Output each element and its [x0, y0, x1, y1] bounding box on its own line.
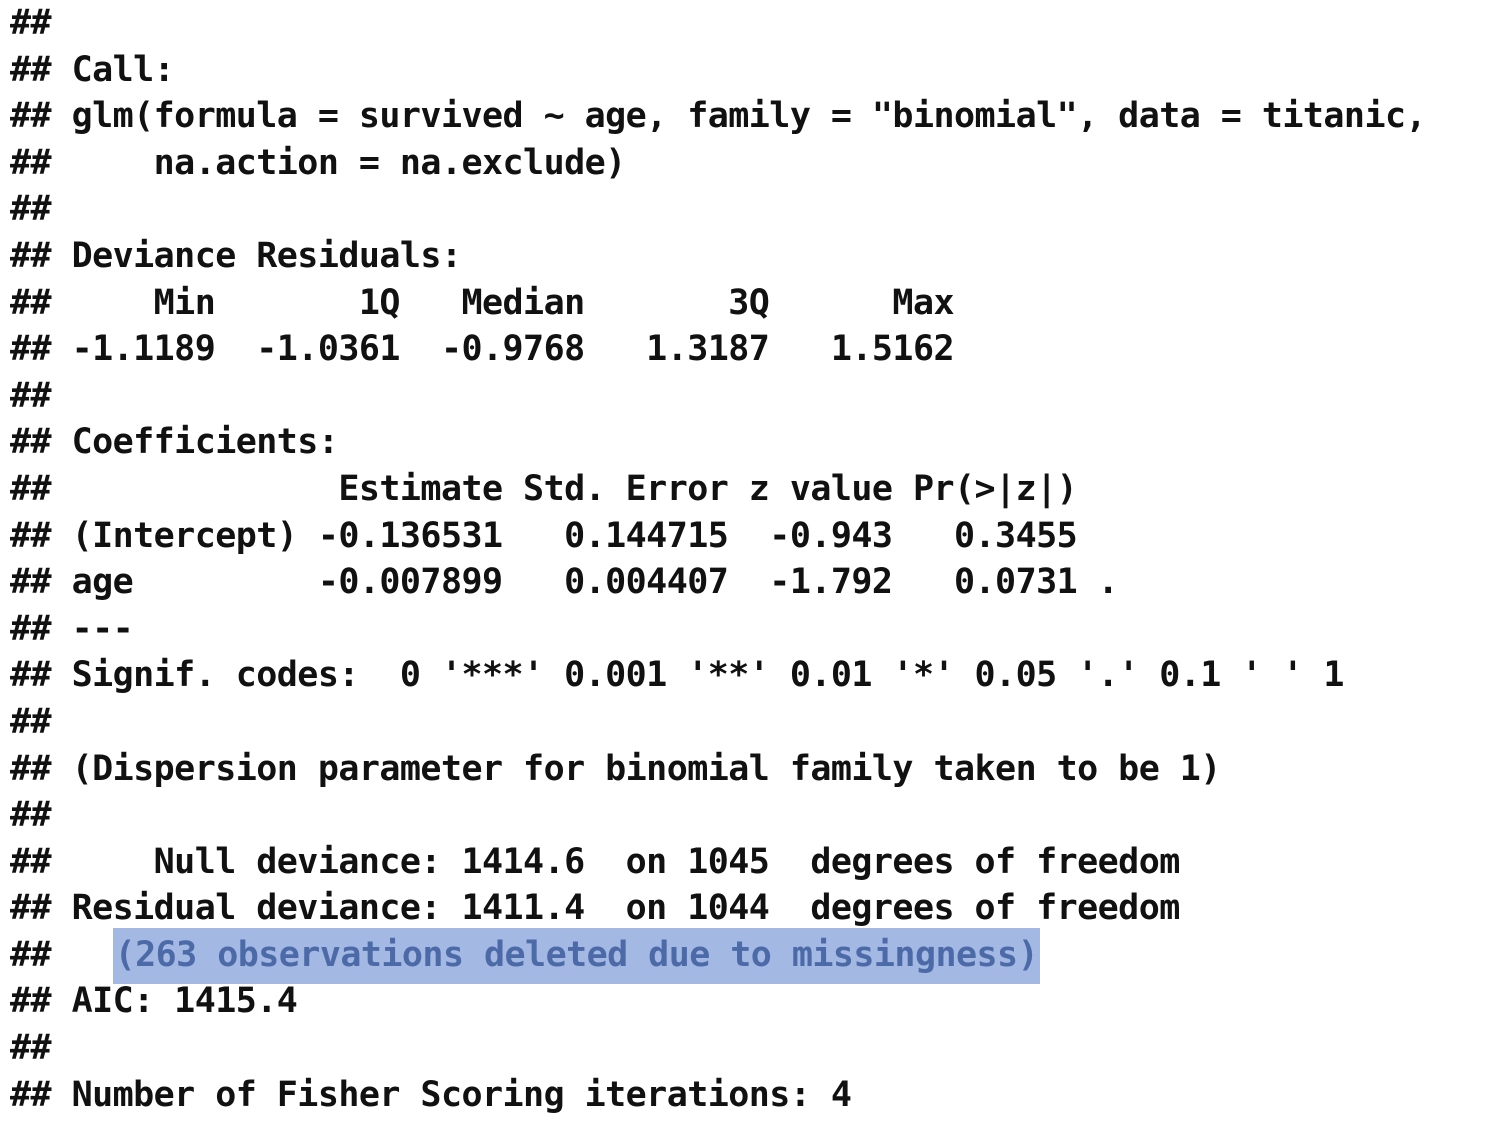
residuals-quantile-values-line: ## -1.1189 -1.0361 -0.9768 1.3187 1.5162 [10, 329, 955, 370]
residual-deviance-line: ## Residual deviance: 1411.4 on 1044 deg… [10, 888, 1180, 929]
output-line: ## [10, 701, 52, 742]
line-prefix: ## [10, 934, 113, 975]
output-line: ## [10, 375, 52, 416]
deviance-residuals-header-line: ## Deviance Residuals: [10, 235, 462, 276]
fisher-scoring-iterations-line: ## Number of Fisher Scoring iterations: … [10, 1074, 852, 1115]
coefficients-columns-line: ## Estimate Std. Error z value Pr(>|z|) [10, 468, 1078, 509]
output-line: ## [10, 795, 52, 836]
coefficients-header-line: ## Coefficients: [10, 422, 339, 463]
missingness-note-line: ## (263 observations deleted due to miss… [10, 927, 1426, 984]
r-console-output: ## ## Call: ## glm(formula = survived ~ ag… [10, 0, 1427, 1118]
coefficient-row-intercept: ## (Intercept) -0.136531 0.144715 -0.943… [10, 515, 1078, 556]
residuals-quantile-labels-line: ## Min 1Q Median 3Q Max [10, 282, 955, 323]
glm-call-line: ## glm(formula = survived ~ age, family … [10, 96, 1427, 137]
dispersion-parameter-line: ## (Dispersion parameter for binomial fa… [10, 748, 1221, 789]
coefficient-row-age: ## age -0.007899 0.004407 -1.792 0.0731 … [10, 562, 1119, 603]
call-header-line: ## Call: [10, 49, 175, 90]
separator-line: ## --- [10, 608, 134, 649]
text-selection-highlight: (263 observations deleted due to missing… [112, 927, 1041, 984]
output-line: ## [10, 1028, 52, 1069]
null-deviance-line: ## Null deviance: 1414.6 on 1045 degrees… [10, 841, 1180, 882]
signif-codes-line: ## Signif. codes: 0 '***' 0.001 '**' 0.0… [10, 655, 1344, 696]
glm-call-continuation-line: ## na.action = na.exclude) [10, 142, 626, 183]
aic-line: ## AIC: 1415.4 [10, 981, 298, 1022]
output-line: ## [10, 3, 52, 43]
output-line: ## [10, 189, 52, 230]
